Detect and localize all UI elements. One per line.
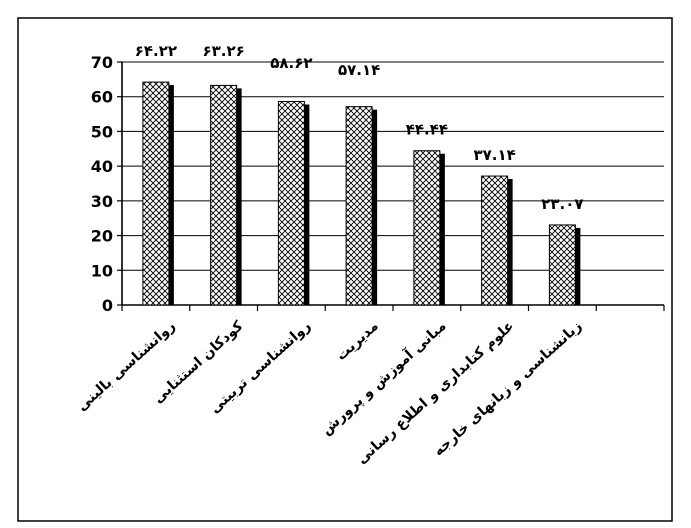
x-axis — [121, 62, 665, 311]
bar — [413, 150, 441, 306]
bar — [210, 84, 238, 306]
bar — [481, 175, 509, 306]
bars — [142, 81, 581, 306]
y-tick-label: 50 — [91, 122, 113, 141]
y-tick-label: 60 — [91, 88, 113, 107]
data-label: ۵۷.۱۴ — [338, 61, 380, 79]
y-tick-label: 10 — [91, 261, 113, 280]
data-label: ۲۳.۰۷ — [541, 195, 583, 213]
data-label: ۳۷.۱۴ — [473, 146, 515, 164]
bar — [142, 81, 170, 306]
bar — [548, 224, 576, 306]
y-tick-label: 30 — [91, 192, 113, 211]
y-tick-label: 20 — [91, 227, 113, 246]
data-labels: ۶۴.۲۲ ۶۳.۲۶ ۵۸.۶۲ ۵۷.۱۴ ۴۴.۴۴ ۳۷.۱۴ ۲۳.۰۷ — [135, 42, 584, 213]
data-label: ۵۸.۶۲ — [270, 54, 312, 72]
y-tick-label: 40 — [91, 157, 113, 176]
y-axis-ticks: 0 10 20 30 40 50 60 70 — [91, 53, 122, 315]
bar — [277, 101, 305, 306]
data-label: ۶۳.۲۶ — [202, 42, 244, 60]
data-label: ۶۴.۲۲ — [135, 42, 177, 60]
y-tick-label: 70 — [91, 53, 113, 72]
bar — [345, 106, 373, 306]
y-tick-label: 0 — [102, 296, 113, 315]
data-label: ۴۴.۴۴ — [406, 121, 448, 139]
